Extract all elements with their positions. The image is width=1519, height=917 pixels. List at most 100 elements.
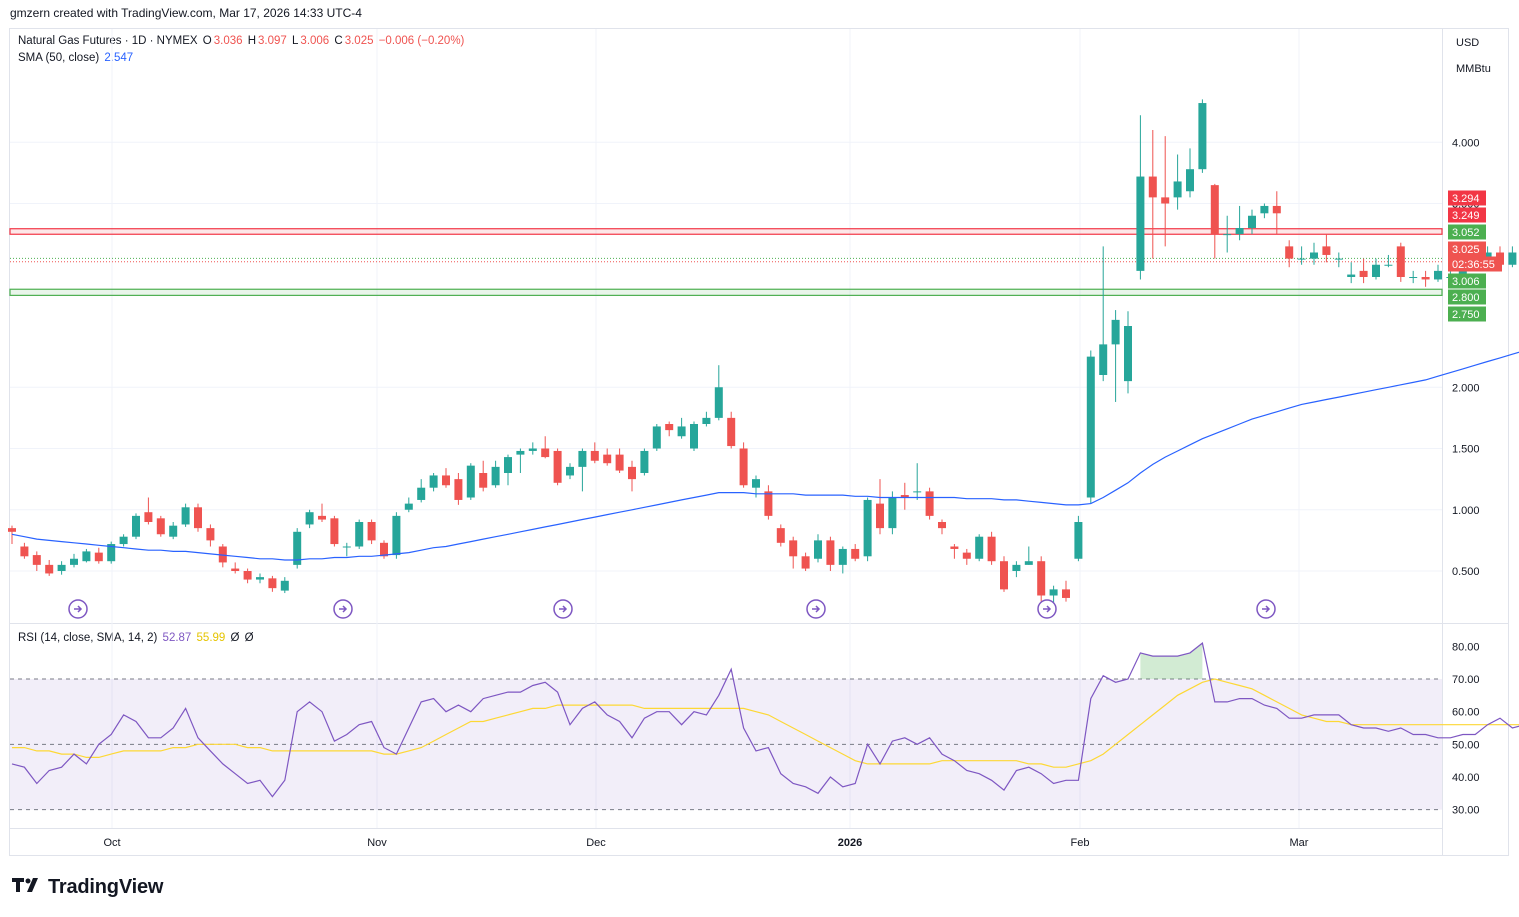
event-marker-icon bbox=[1037, 599, 1057, 619]
candle-body bbox=[1372, 264, 1380, 277]
candle-body bbox=[590, 450, 599, 461]
candle-body bbox=[739, 448, 748, 486]
candle-body bbox=[1272, 205, 1281, 214]
candle-body bbox=[1111, 319, 1120, 345]
candle-body bbox=[1359, 270, 1368, 277]
candle-body bbox=[665, 424, 674, 431]
candle-body bbox=[144, 512, 153, 522]
rsi-extra-2: Ø bbox=[244, 632, 254, 644]
candle-body bbox=[442, 475, 450, 486]
pane-separator bbox=[9, 623, 1509, 624]
rsi-extra-1: Ø bbox=[230, 632, 240, 644]
price-axis-label-box bbox=[1448, 224, 1486, 240]
brand-name: TradingView bbox=[48, 876, 164, 898]
candle-body bbox=[702, 417, 711, 424]
candle-body bbox=[404, 503, 413, 510]
candle-body bbox=[1086, 356, 1095, 498]
price-axis-label: 3.249 bbox=[1452, 210, 1480, 222]
candle-body bbox=[318, 515, 326, 520]
candle-body bbox=[1173, 181, 1182, 198]
low-value: 3.006 bbox=[300, 35, 330, 47]
rsi-sma-value: 55.99 bbox=[196, 632, 226, 644]
candle-body bbox=[156, 518, 165, 535]
symbol-title[interactable]: Natural Gas Futures · 1D · NYMEX bbox=[18, 35, 198, 47]
candle-body bbox=[690, 424, 698, 449]
price-axis-label: 3.294 bbox=[1452, 193, 1480, 205]
rsi-tick-label: 80.00 bbox=[1452, 641, 1480, 653]
event-marker-arrow bbox=[812, 605, 821, 613]
candle-body bbox=[1124, 326, 1132, 382]
tradingview-logo[interactable]: TradingView bbox=[12, 876, 163, 899]
candle-body bbox=[94, 552, 103, 562]
candle-body bbox=[752, 479, 760, 488]
candle-body bbox=[801, 556, 810, 569]
candle-body bbox=[380, 542, 388, 557]
unit-label[interactable]: MMBtu bbox=[1456, 63, 1491, 75]
price-axis-label-box bbox=[1448, 207, 1486, 223]
candle-body bbox=[392, 515, 401, 556]
event-marker-arrow bbox=[559, 605, 568, 613]
price-axis-label-box bbox=[1448, 306, 1486, 322]
candle-body bbox=[938, 522, 946, 529]
candle-body bbox=[541, 448, 550, 458]
candle-body bbox=[280, 580, 289, 591]
candle-body bbox=[888, 497, 897, 529]
rsi-tick-label: 30.00 bbox=[1452, 805, 1480, 817]
price-axis-label: 3.025 bbox=[1452, 244, 1480, 256]
time-tick-label: Mar bbox=[1290, 837, 1309, 849]
open-label: O bbox=[202, 35, 212, 47]
candle-body bbox=[826, 540, 835, 565]
candle-body bbox=[1285, 246, 1294, 259]
candle-body bbox=[1297, 258, 1306, 260]
candle-body bbox=[181, 507, 190, 525]
price-tick-label: 4.000 bbox=[1452, 137, 1480, 149]
candle-body bbox=[57, 564, 66, 571]
candle-body bbox=[1062, 589, 1070, 598]
candle-body bbox=[231, 568, 240, 571]
open-value: 3.036 bbox=[213, 35, 243, 47]
candle-body bbox=[925, 491, 934, 516]
candle-body bbox=[330, 518, 339, 545]
candle-body bbox=[1508, 252, 1517, 265]
candle-body bbox=[1099, 344, 1108, 375]
tradingview-logo-icon bbox=[12, 876, 42, 899]
candle-body bbox=[82, 551, 91, 562]
currency-label[interactable]: USD bbox=[1456, 37, 1480, 49]
event-marker-arrow bbox=[339, 605, 348, 613]
price-axis-label-box bbox=[1448, 241, 1486, 257]
candle-body bbox=[491, 466, 500, 486]
candle-body bbox=[516, 450, 525, 455]
candle-body bbox=[70, 558, 78, 565]
price-axis-label-box bbox=[1448, 289, 1486, 305]
candle-body bbox=[107, 544, 116, 562]
rsi-legend[interactable]: RSI (14, close, SMA, 14, 2) 52.87 55.99 … bbox=[18, 632, 256, 644]
candle-body bbox=[429, 475, 438, 488]
event-marker-icon bbox=[333, 599, 353, 619]
event-marker-icon bbox=[806, 599, 826, 619]
event-marker-arrow bbox=[74, 605, 83, 613]
candle-body bbox=[776, 528, 785, 543]
candle-body bbox=[764, 491, 773, 516]
time-tick-label: Dec bbox=[586, 837, 606, 849]
candle-body bbox=[615, 454, 624, 471]
rsi-overbought-fill bbox=[731, 643, 1203, 679]
candle-body bbox=[1136, 176, 1145, 271]
candle-body bbox=[789, 540, 798, 557]
candle-body bbox=[1384, 264, 1393, 266]
candle-body bbox=[1148, 176, 1157, 198]
candle-body bbox=[466, 465, 475, 498]
candle-body bbox=[479, 473, 488, 488]
candle-body bbox=[652, 426, 661, 449]
candle-body bbox=[243, 571, 252, 580]
price-axis-label: 2.800 bbox=[1452, 292, 1480, 304]
close-label: C bbox=[334, 35, 343, 47]
event-marker-arrow bbox=[1262, 605, 1271, 613]
rsi-tick-label: 70.00 bbox=[1452, 674, 1480, 686]
candle-body bbox=[355, 522, 364, 547]
candle-body bbox=[454, 479, 463, 500]
candle-body bbox=[1198, 103, 1207, 170]
candle-body bbox=[1037, 561, 1046, 596]
event-marker-arrow bbox=[1043, 605, 1052, 613]
sma-line bbox=[11, 351, 1519, 561]
